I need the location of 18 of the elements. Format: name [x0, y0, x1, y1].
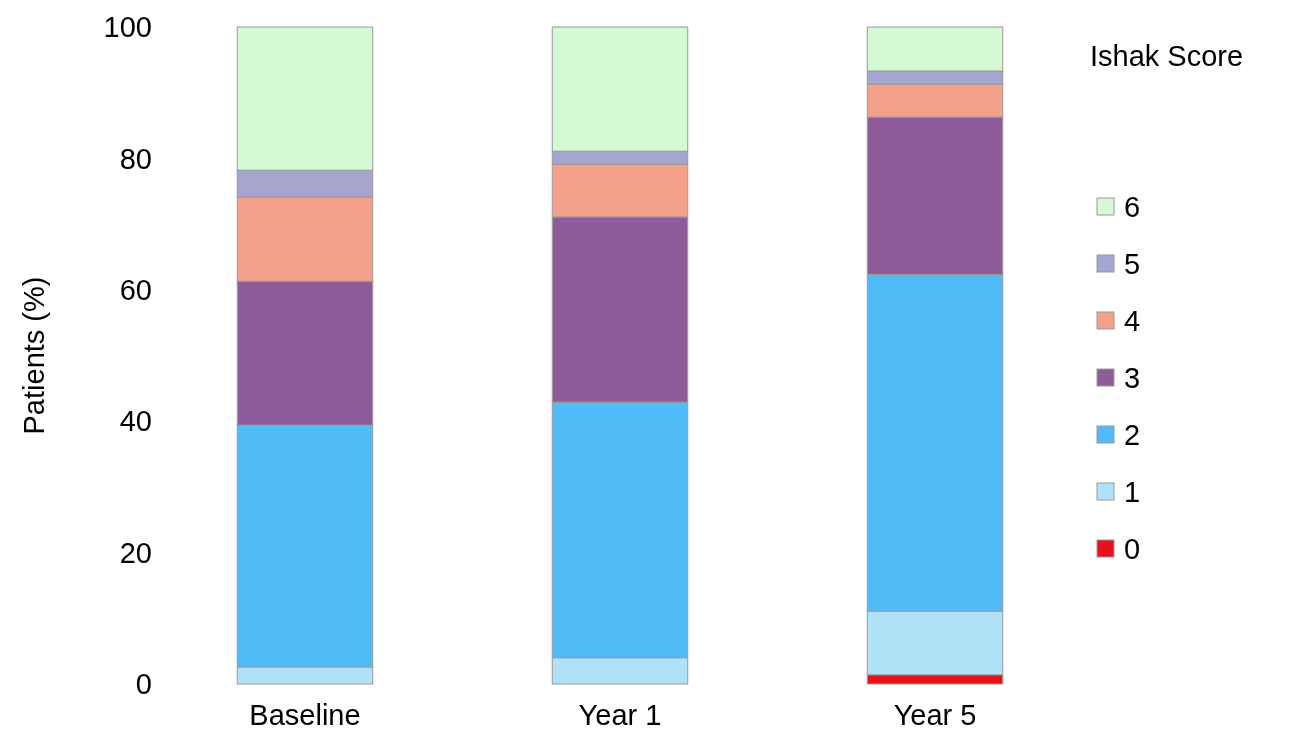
y-tick-label: 100	[103, 11, 152, 44]
x-tick-label: Year 1	[578, 699, 662, 731]
legend-label: 1	[1124, 476, 1141, 509]
y-tick-label: 40	[119, 405, 152, 438]
x-tick-label: Year 5	[893, 699, 977, 731]
y-tick-label: 80	[119, 142, 152, 175]
legend-label: 4	[1124, 305, 1141, 338]
y-tick-label: 20	[119, 536, 152, 569]
y-tick-label: 0	[135, 668, 152, 701]
legend-label: 6	[1124, 191, 1141, 224]
y-axis-title: Patients (%)	[18, 276, 50, 435]
legend-title: Ishak Score	[1090, 40, 1244, 72]
legend-label: 2	[1124, 419, 1141, 452]
legend-label: 0	[1124, 533, 1141, 566]
y-tick-label: 60	[119, 273, 152, 306]
x-tick-label: Baseline	[249, 699, 361, 731]
legend-label: 3	[1124, 362, 1141, 395]
legend-label: 5	[1124, 248, 1141, 281]
